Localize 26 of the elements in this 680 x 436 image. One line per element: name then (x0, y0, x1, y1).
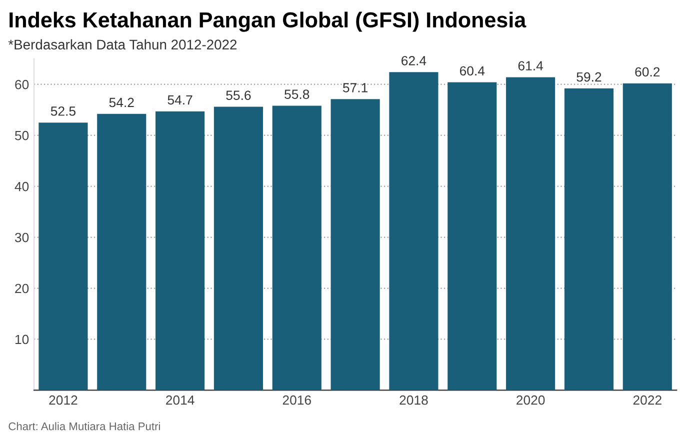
data-label: 59.2 (576, 72, 602, 82)
x-tick-label: 2018 (400, 395, 428, 405)
y-tick-label: 20 (15, 284, 29, 294)
data-label: 60.2 (635, 67, 660, 77)
x-tick-label: 2022 (633, 395, 662, 405)
y-tick-label: 60 (15, 80, 29, 90)
data-label: 60.4 (460, 66, 485, 76)
data-label: 54.7 (168, 95, 192, 105)
y-tick-label: 40 (14, 182, 29, 192)
x-tick-label: 2012 (49, 395, 78, 405)
data-label: 54.2 (109, 98, 134, 108)
x-tick-label: 2014 (166, 395, 194, 405)
x-tick-label: 2016 (282, 395, 311, 405)
data-label: 52.5 (50, 106, 76, 116)
x-tick-label: 2020 (516, 395, 545, 405)
y-tick-label: 50 (14, 130, 29, 140)
y-tick-label: 30 (14, 232, 29, 242)
y-tick-label: 10 (15, 334, 29, 344)
data-label: 55.6 (226, 90, 251, 100)
data-label: 62.4 (402, 56, 426, 66)
data-label: 61.4 (518, 61, 544, 70)
data-label: 57.1 (342, 83, 368, 92)
data-label: 55.8 (284, 90, 310, 99)
chart-title: Indeks Ketahanan Pangan Global (GFSI) Indonesia (10, 12, 526, 32)
text: Chart: Aulia Mutiara Hatia Putri (8, 422, 160, 430)
chart-subtitle: *Berdasarkan Data Tahun 2012-2022 (8, 39, 237, 50)
